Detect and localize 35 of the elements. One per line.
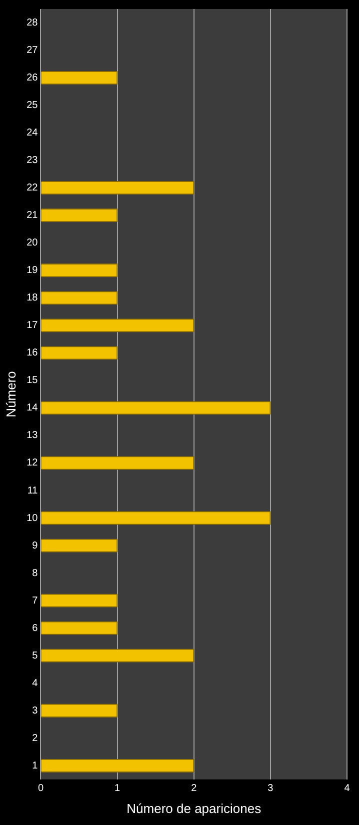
y-tick-label: 19 [26,265,38,276]
x-tick-label: 2 [191,783,198,794]
y-tick-label: 6 [32,622,38,634]
y-tick-label: 17 [26,320,38,332]
y-tick-label: 1 [32,760,38,772]
y-tick-label: 22 [26,182,38,194]
y-tick-label: 9 [32,540,38,552]
y-tick-label: 18 [26,292,38,304]
y-tick-label: 27 [26,45,38,56]
x-tick-label: 1 [114,783,121,794]
y-tick-label: 25 [26,100,38,112]
y-tick-label: 3 [32,705,38,716]
y-tick-label: 4 [32,678,38,689]
y-tick-label: 15 [26,375,38,386]
y-tick-label: 5 [32,650,38,662]
y-tick-label: 24 [26,128,38,139]
y-tick-label: 13 [26,430,38,442]
y-tick-label: 26 [26,72,38,84]
x-tick-label: 3 [268,783,274,794]
x-tick-label: 4 [344,783,350,794]
y-tick-label: 20 [26,238,38,249]
y-tick-label: 8 [32,568,38,579]
y-tick-label: 11 [27,485,38,496]
y-tick-label: 12 [26,458,38,469]
x-tick-label: 0 [38,783,44,794]
x-axis-title: Número de apariciones [126,800,262,816]
y-tick-label: 2 [32,732,38,744]
y-tick-label: 23 [26,155,38,166]
y-tick-label: 7 [32,595,38,606]
y-tick-label: 28 [26,18,38,29]
y-tick-label: 21 [26,210,38,222]
y-axis-title: Número [3,371,18,418]
y-tick-label: 16 [26,348,38,359]
y-tick-label: 14 [26,402,38,414]
y-tick-label: 10 [26,512,38,524]
